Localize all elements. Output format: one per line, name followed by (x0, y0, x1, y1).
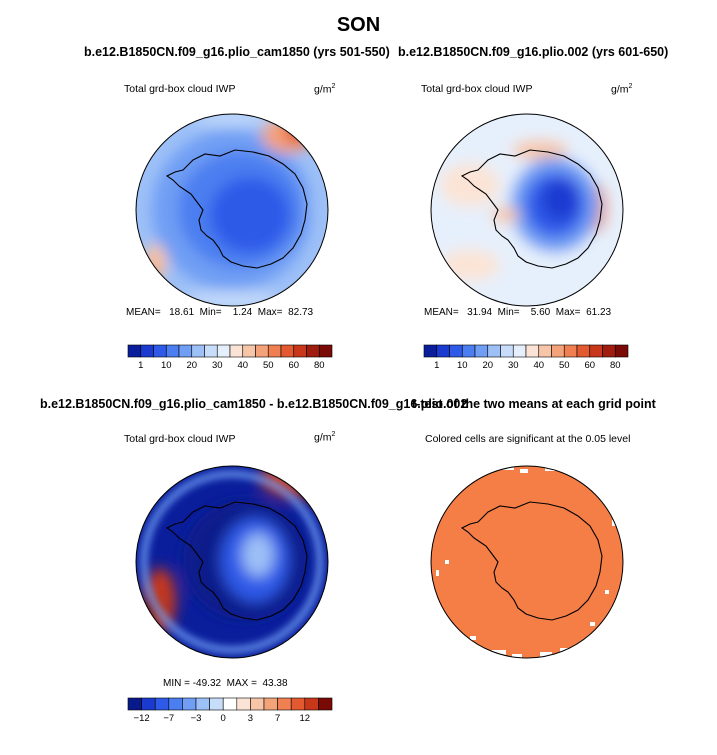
bottom-left-colorbar-swatch (182, 697, 197, 711)
top-left-colorbar (127, 344, 333, 358)
season-title: SON (336, 14, 381, 36)
top-right-colorbar-tick-label: 1 (434, 360, 440, 371)
top-right-colorbar-swatch (436, 344, 450, 358)
top-left-colorbar-tick-label: 30 (211, 360, 223, 371)
top-left-colorbar-tick-label: 10 (160, 360, 172, 371)
top-right-colorbar-tick-label: 30 (507, 360, 519, 371)
bottom-left-variable: Total grd-box cloud IWP (124, 433, 236, 445)
top-left-variable: Total grd-box cloud IWP (124, 83, 236, 95)
top-right-colorbar-swatch (487, 344, 501, 358)
bottom-left-case-title: b.e12.B1850CN.f09_g16.plio_cam1850 - b.e… (40, 397, 468, 411)
bottom-right-map (430, 465, 624, 659)
top-left-colorbar-swatch (255, 344, 269, 358)
top-right-colorbar-swatch (449, 344, 463, 358)
top-left-colorbar-tick-label: 20 (186, 360, 198, 371)
top-right-colorbar-tick-label: 10 (456, 360, 468, 371)
top-right-variable: Total grd-box cloud IWP (421, 83, 533, 95)
top-left-colorbar-tick-label: 60 (288, 360, 300, 371)
significant-area (431, 466, 623, 658)
top-right-colorbar-tick-label: 60 (584, 360, 596, 371)
top-right-colorbar-tick-label: 50 (558, 360, 570, 371)
top-right-colorbar-swatch (538, 344, 552, 358)
top-right-stats: MEAN= 31.94 Min= 5.60 Max= 61.23 (424, 307, 612, 318)
top-right-colorbar-tick-label: 20 (482, 360, 494, 371)
top-left-colorbar-swatch (267, 344, 282, 358)
bottom-left-colorbar (127, 697, 333, 711)
bottom-left-colorbar-swatch (290, 697, 306, 711)
bottom-left-units: g/m2 (314, 431, 336, 444)
top-left-colorbar-swatch (140, 344, 154, 358)
top-left-colorbar-swatch (306, 344, 320, 358)
top-left-colorbar-swatch (178, 344, 193, 358)
bottom-left-colorbar-swatch (209, 697, 224, 711)
top-right-units: g/m2 (611, 83, 633, 96)
ttest-title: t-test of the two means at each grid poi… (412, 397, 656, 411)
top-right-colorbar-swatch (461, 344, 476, 358)
bottom-left-colorbar-swatch (154, 697, 170, 711)
top-left-colorbar-swatch (318, 344, 333, 358)
bottom-left-colorbar-tick-label: −3 (190, 713, 202, 724)
top-left-colorbar-tick-label: 1 (138, 360, 144, 371)
bottom-left-colorbar-tick-label: −12 (133, 713, 150, 724)
top-right-colorbar (423, 344, 629, 358)
top-left-colorbar-swatch (229, 344, 244, 358)
top-right-colorbar-swatch (474, 344, 489, 358)
bottom-left-colorbar-swatch (168, 697, 183, 711)
top-left-colorbar-tick-label: 40 (237, 360, 249, 371)
top-left-colorbar-tick-label: 50 (262, 360, 274, 371)
bottom-left-colorbar-swatch (277, 697, 292, 711)
bottom-left-colorbar-swatch (127, 697, 142, 711)
top-left-colorbar-swatch (127, 344, 142, 358)
top-left-colorbar-swatch (165, 344, 180, 358)
top-left-colorbar-swatch (204, 344, 218, 358)
significance-note: Colored cells are significant at the 0.0… (425, 433, 631, 445)
bottom-left-colorbar-swatch (250, 697, 265, 711)
top-left-colorbar-swatch (280, 344, 295, 358)
top-right-colorbar-swatch (512, 344, 527, 358)
top-right-colorbar-swatch (423, 344, 438, 358)
bottom-left-colorbar-swatch (141, 697, 156, 711)
bottom-left-colorbar-swatch (263, 697, 278, 711)
bottom-left-colorbar-swatch (304, 697, 319, 711)
top-right-colorbar-tick-label: 80 (609, 360, 621, 371)
bottom-left-colorbar-swatch (195, 697, 210, 711)
top-left-colorbar-tick-label: 80 (313, 360, 325, 371)
top-right-colorbar-swatch (576, 344, 591, 358)
top-right-map (430, 113, 624, 307)
top-right-colorbar-swatch (551, 344, 565, 358)
top-right-colorbar-swatch (602, 344, 616, 358)
top-left-case-title: b.e12.B1850CN.f09_g16.plio_cam1850 (yrs … (84, 45, 390, 59)
top-right-case-title: b.e12.B1850CN.f09_g16.plio.002 (yrs 601-… (398, 45, 669, 59)
top-right-colorbar-swatch (563, 344, 578, 358)
bottom-left-colorbar-tick-label: 0 (220, 713, 226, 724)
top-right-colorbar-tick-label: 40 (533, 360, 545, 371)
top-left-colorbar-swatch (153, 344, 167, 358)
bottom-left-colorbar-swatch (222, 697, 238, 711)
bottom-left-colorbar-tick-label: 12 (299, 713, 311, 724)
bottom-left-colorbar-tick-label: −7 (163, 713, 175, 724)
top-left-colorbar-swatch (191, 344, 205, 358)
top-left-stats: MEAN= 18.61 Min= 1.24 Max= 82.73 (126, 307, 314, 318)
top-right-colorbar-swatch (500, 344, 514, 358)
top-left-colorbar-swatch (242, 344, 256, 358)
top-left-colorbar-swatch (293, 344, 307, 358)
bottom-left-colorbar-swatch (318, 697, 333, 711)
bottom-left-colorbar-tick-label: 7 (274, 713, 281, 724)
top-left-colorbar-swatch (216, 344, 231, 358)
top-left-units: g/m2 (314, 83, 336, 96)
bottom-left-stats: MIN = -49.32 MAX = 43.38 (163, 678, 288, 689)
top-right-colorbar-swatch (525, 344, 540, 358)
top-left-map (135, 113, 329, 307)
bottom-left-map (135, 465, 329, 659)
top-right-colorbar-swatch (589, 344, 603, 358)
top-right-colorbar-swatch (614, 344, 629, 358)
bottom-left-colorbar-swatch (236, 697, 251, 711)
bottom-left-colorbar-tick-label: 3 (247, 713, 254, 724)
